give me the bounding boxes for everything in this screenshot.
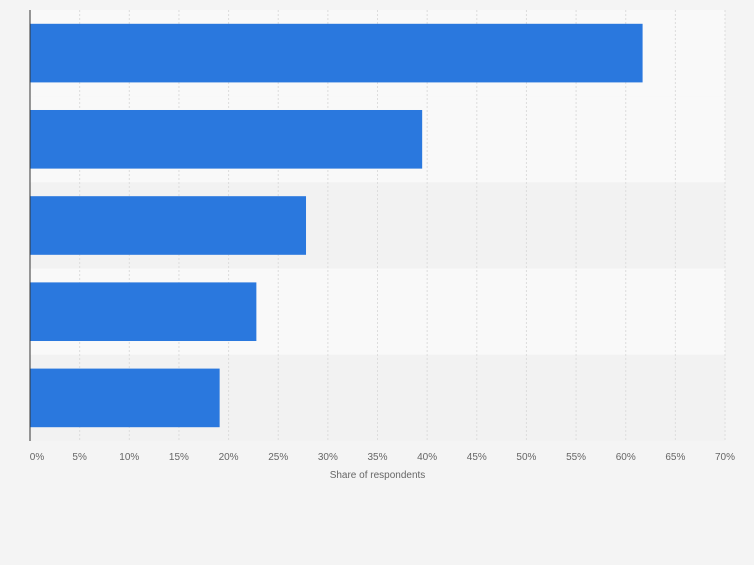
x-tick-label: 20% <box>219 452 239 463</box>
x-tick-label: 45% <box>467 452 487 463</box>
x-tick-label: 60% <box>616 452 636 463</box>
x-tick-label: 40% <box>417 452 437 463</box>
x-tick-label: 50% <box>516 452 536 463</box>
x-axis-title: Share of respondents <box>330 470 426 481</box>
bar[interactable] <box>30 109 423 169</box>
x-tick-label: 5% <box>72 452 87 463</box>
x-tick-label: 55% <box>566 452 586 463</box>
x-tick-label: 10% <box>119 452 139 463</box>
x-axis-ticks: 0% 5% 10% 15% 20% 25% 30% 35% 40% 45% 50% 55% 60% 65%… <box>30 452 735 463</box>
bar[interactable] <box>30 282 257 342</box>
bar[interactable] <box>30 196 307 255</box>
x-tick-label: 0% <box>30 452 45 463</box>
x-tick-label: 70% <box>715 452 735 463</box>
bar[interactable] <box>30 368 220 428</box>
x-tick-label: 30% <box>318 452 338 463</box>
x-tick-label: 65% <box>665 452 685 463</box>
x-tick-label: 35% <box>367 452 387 463</box>
x-tick-label: 25% <box>268 452 288 463</box>
bars <box>30 23 643 428</box>
bar[interactable] <box>30 23 643 83</box>
x-tick-label: 15% <box>169 452 189 463</box>
